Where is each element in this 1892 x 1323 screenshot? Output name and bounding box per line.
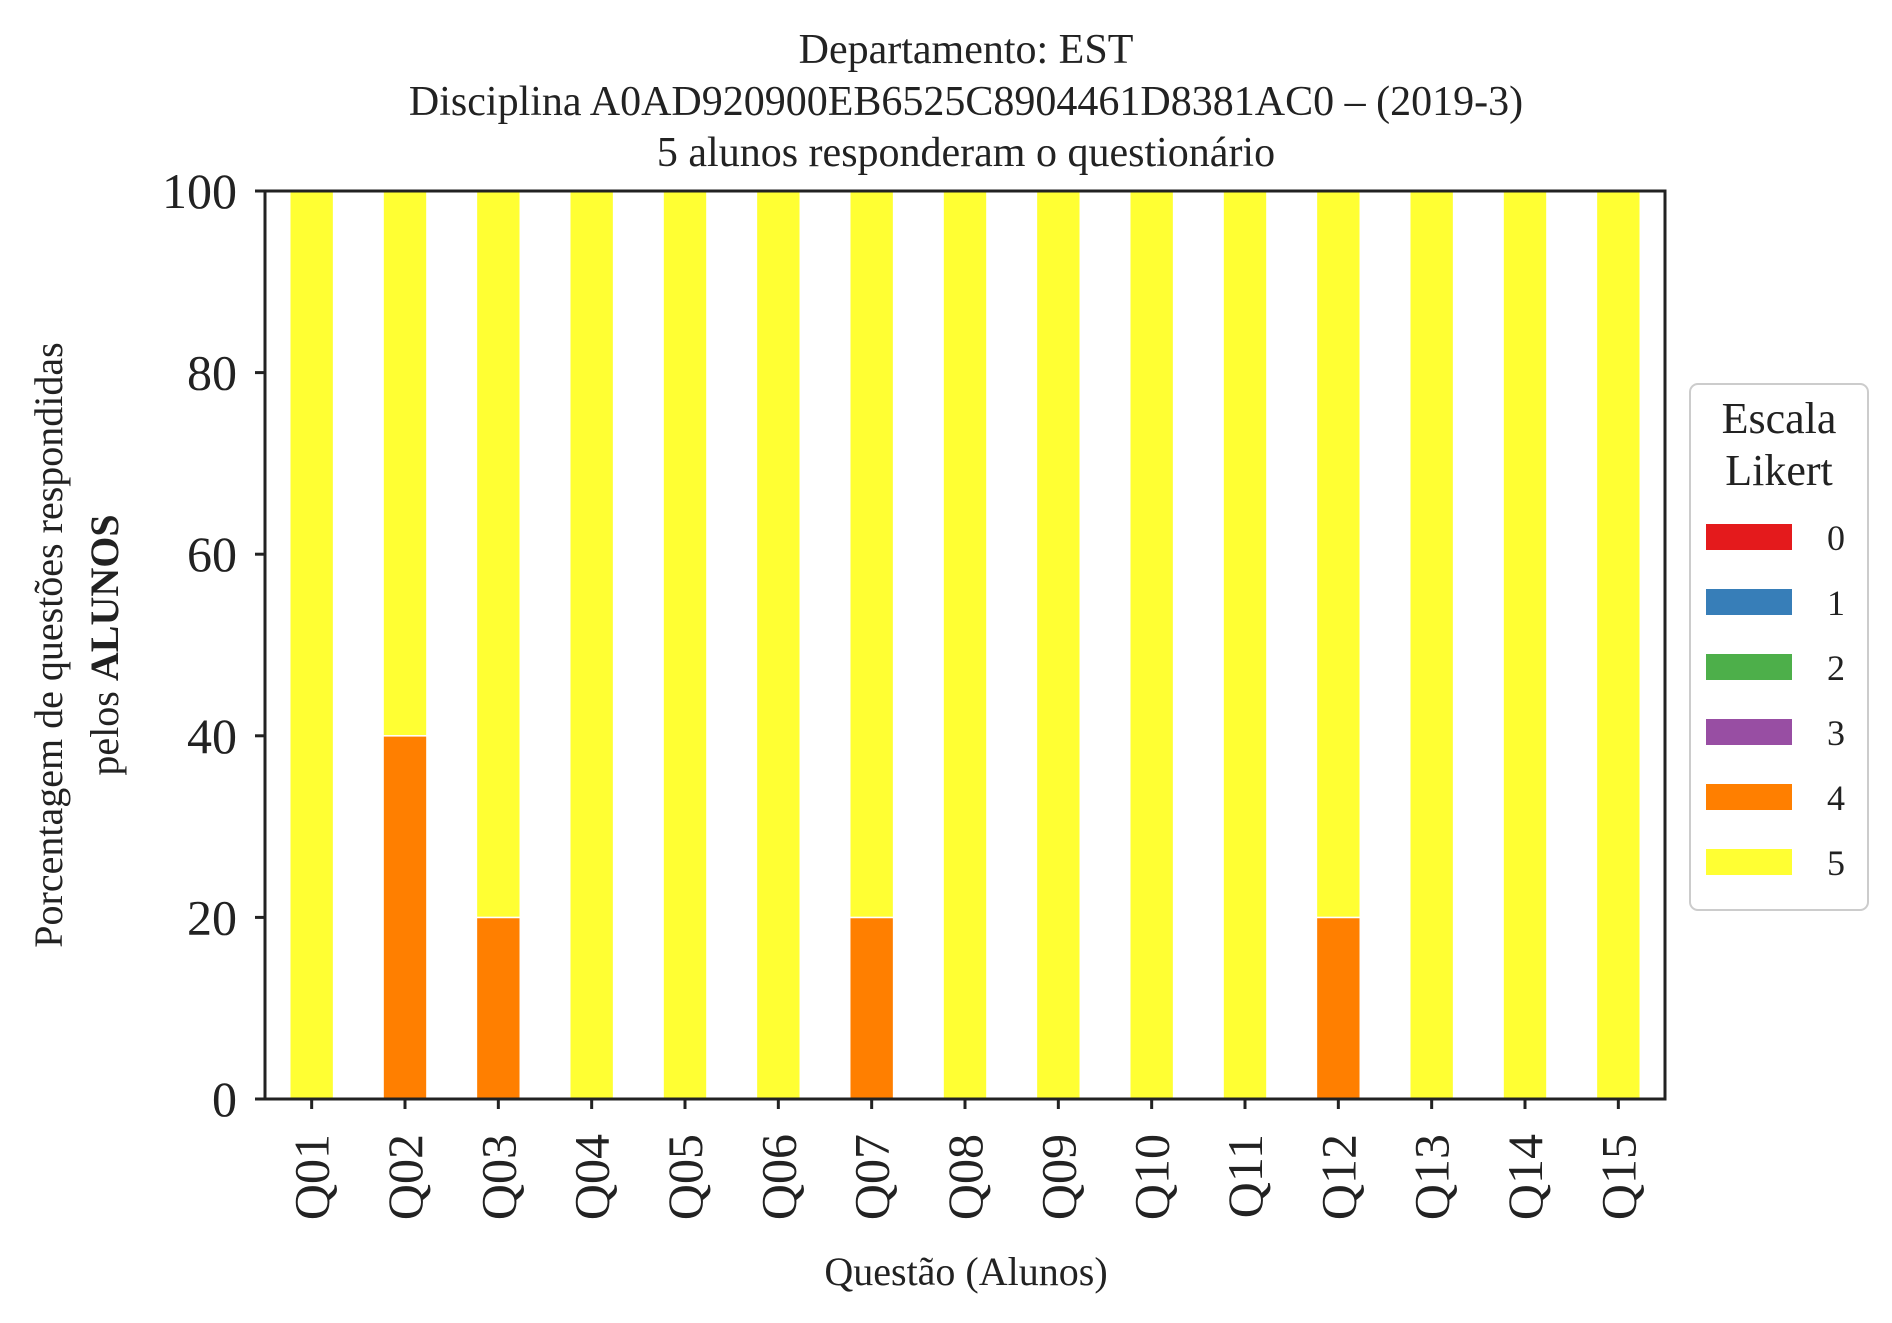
plot-frame: [263, 189, 1667, 1101]
x-tick-label-q12: Q12: [1310, 1134, 1366, 1220]
bar-q03-escala-5: [475, 190, 522, 919]
y-axis-label-bold: ALUNOS: [82, 514, 127, 681]
bar-q10-escala-5: [1128, 190, 1175, 1100]
x-tick-label-q03: Q03: [470, 1134, 526, 1220]
title-line-2: Disciplina A0AD920900EB6525C8904461D8381…: [409, 79, 1523, 125]
bar-q09-escala-5: [1035, 190, 1082, 1100]
title-line-1: Departamento: EST: [799, 27, 1134, 73]
bar-q02-escala-4: [382, 735, 428, 1100]
bar-q14-escala-5: [1502, 190, 1548, 1100]
legend-title-line-2: Likert: [1725, 446, 1833, 495]
legend-swatch-3: [1706, 719, 1792, 745]
x-tick-label-q02: Q02: [377, 1134, 433, 1220]
bar-q05-escala-5: [662, 190, 708, 1100]
legend-swatch-5: [1706, 849, 1792, 875]
bar-q15-escala-5: [1595, 190, 1642, 1100]
legend: Escala Likert 0 1 2 3 4 5: [1689, 383, 1869, 911]
x-tick-label-q07: Q07: [844, 1134, 900, 1220]
chart-title: Departamento: EST Disciplina A0AD920900E…: [409, 27, 1523, 176]
x-tick-label-q09: Q09: [1030, 1134, 1086, 1220]
y-tick-label: 40: [187, 708, 237, 764]
legend-swatch-1: [1706, 589, 1792, 615]
legend-label-0: 0: [1827, 518, 1845, 558]
legend-label-4: 4: [1827, 778, 1845, 818]
y-tick-label: 0: [212, 1071, 237, 1127]
x-tick-label-q15: Q15: [1590, 1134, 1646, 1220]
legend-frame: [1689, 383, 1869, 911]
bar-q06-escala-5: [755, 190, 802, 1100]
bar-q12-escala-4: [1315, 916, 1362, 1100]
y-axis-label-line-2: pelos ALUNOS: [82, 514, 127, 775]
x-axis-label: Questão (Alunos): [824, 1249, 1107, 1294]
bar-q12-escala-5: [1315, 190, 1362, 919]
y-axis-label-line-1: Porcentagem de questões respondidas: [26, 342, 71, 947]
legend-title-line-1: Escala: [1722, 394, 1837, 443]
bar-q13-escala-5: [1408, 190, 1455, 1100]
bar-q08-escala-5: [942, 190, 988, 1100]
legend-label-5: 5: [1827, 843, 1845, 883]
x-tick-label-q11: Q11: [1217, 1134, 1273, 1218]
x-axis-ticks: Q01 Q02 Q03 Q04 Q05 Q06 Q07 Q08 Q09 Q10 Q11 Q12 Q13 Q…: [284, 1099, 1646, 1220]
bars-layer: [288, 190, 1642, 1100]
bar-q03-escala-4: [475, 916, 522, 1100]
bar-q01-escala-5: [288, 190, 335, 1100]
bar-q04-escala-5: [568, 190, 615, 1100]
title-line-3: 5 alunos responderam o questionário: [657, 130, 1275, 176]
legend-swatch-4: [1706, 784, 1792, 810]
legend-swatch-2: [1706, 654, 1792, 680]
x-tick-label-q10: Q10: [1124, 1134, 1180, 1220]
x-tick-label-q06: Q06: [750, 1134, 806, 1220]
bar-q07-escala-5: [848, 190, 895, 919]
y-axis-ticks: 0 20 40 60 80 100: [162, 163, 265, 1127]
y-axis-label: Porcentagem de questões respondidas pelo…: [26, 342, 127, 947]
x-tick-label-q13: Q13: [1404, 1134, 1460, 1220]
x-tick-label-q08: Q08: [937, 1134, 993, 1220]
x-tick-label-q14: Q14: [1497, 1134, 1553, 1220]
y-tick-label: 20: [187, 889, 237, 945]
y-tick-label: 100: [162, 163, 237, 219]
legend-label-2: 2: [1827, 648, 1845, 688]
x-tick-label-q01: Q01: [284, 1134, 340, 1220]
y-tick-label: 60: [187, 526, 237, 582]
x-tick-label-q04: Q04: [564, 1134, 620, 1220]
bar-q11-escala-5: [1222, 190, 1268, 1100]
bar-q07-escala-4: [848, 916, 895, 1100]
y-axis-label-prefix: pelos: [82, 691, 127, 775]
legend-label-3: 3: [1827, 713, 1845, 753]
x-tick-label-q05: Q05: [657, 1134, 713, 1220]
y-tick-label: 80: [187, 345, 237, 401]
legend-label-1: 1: [1827, 583, 1845, 623]
legend-swatch-0: [1706, 524, 1792, 550]
legend-entries: 0 1 2 3 4 5: [1706, 518, 1845, 883]
bar-q02-escala-5: [382, 190, 428, 737]
